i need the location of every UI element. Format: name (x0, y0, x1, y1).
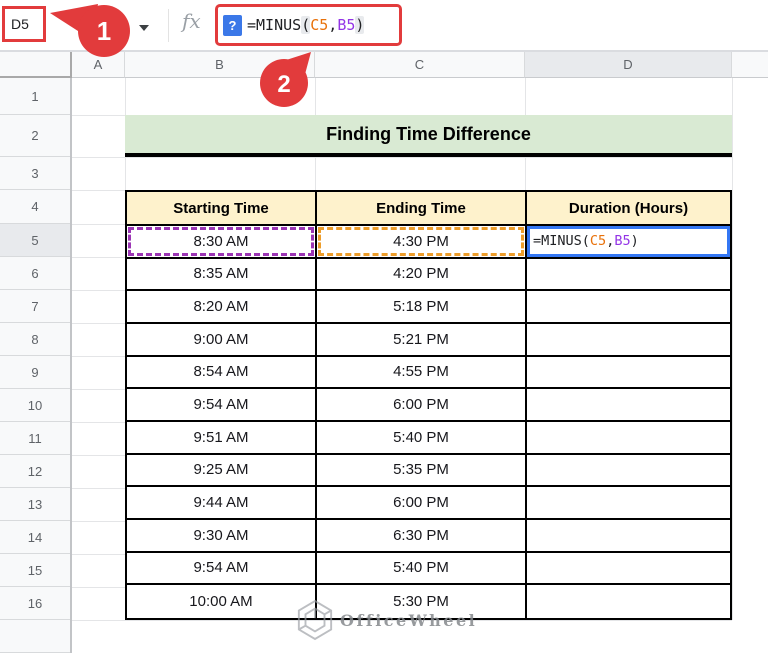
cell-d15[interactable] (527, 553, 730, 586)
cell-d11[interactable] (527, 422, 730, 455)
cell-d12[interactable] (527, 455, 730, 488)
cell-text: 8:30 AM (193, 232, 249, 250)
cell-b9[interactable]: 8:54 AM (127, 356, 317, 390)
cell-c8[interactable]: 5:21 PM (317, 324, 527, 357)
gridline (72, 620, 732, 621)
column-header-a[interactable]: A (72, 52, 125, 78)
cell-b16[interactable]: 10:00 AM (127, 585, 317, 618)
cell-d8[interactable] (527, 324, 730, 357)
row-header-14[interactable]: 14 (0, 521, 70, 554)
row-header-6[interactable]: 6 (0, 257, 70, 290)
column-header-d[interactable]: D (525, 52, 732, 78)
cell-c16[interactable]: 5:30 PM (317, 585, 527, 618)
row-header-3[interactable]: 3 (0, 157, 70, 190)
row-header-10[interactable]: 10 (0, 389, 70, 422)
cf-comma: , (606, 233, 615, 250)
cell-c7[interactable]: 5:18 PM (317, 291, 527, 324)
name-box-dropdown-icon[interactable] (139, 25, 149, 31)
divider (168, 9, 169, 42)
column-header-partial[interactable] (732, 52, 768, 78)
cell-c5[interactable]: 4:30 PM (317, 226, 527, 259)
column-header-row: A B C D (0, 52, 768, 78)
formula-close-paren: ) (355, 16, 365, 34)
cell-c11[interactable]: 5:40 PM (317, 422, 527, 455)
active-cell-d5[interactable]: =MINUS(C5,B5) (527, 226, 730, 259)
select-all-corner[interactable] (0, 52, 72, 78)
formula-ref-c5: C5 (310, 16, 329, 34)
cell-b5[interactable]: 8:30 AM (127, 226, 317, 259)
cell-c13[interactable]: 6:00 PM (317, 487, 527, 520)
cf-open: ( (581, 233, 590, 250)
formula-bar: D5 fx ? =MINUS(C5,B5) (0, 0, 768, 52)
cell-b13[interactable]: 9:44 AM (127, 487, 317, 520)
cell-b6[interactable]: 8:35 AM (127, 258, 317, 292)
sheet-title-cell[interactable]: Finding Time Difference (125, 115, 732, 157)
formula-ref-b5: B5 (337, 16, 356, 34)
gridline (732, 78, 733, 620)
header-duration[interactable]: Duration (Hours) (527, 192, 730, 226)
cell-b12[interactable]: 9:25 AM (127, 454, 317, 488)
name-box[interactable]: D5 (2, 6, 46, 42)
cell-d16[interactable] (527, 585, 730, 618)
row-header-13[interactable]: 13 (0, 488, 70, 521)
row-header-column: 1 2 3 4 5 6 7 8 9 10 11 12 13 14 15 16 (0, 78, 72, 653)
row-header-4[interactable]: 4 (0, 190, 70, 224)
officewheel-logo-icon (297, 599, 333, 641)
column-header-c[interactable]: C (315, 52, 525, 78)
cell-b7[interactable]: 8:20 AM (127, 291, 317, 324)
gridline (72, 157, 732, 158)
row-header-9[interactable]: 9 (0, 356, 70, 389)
formula-text: =MINUS(C5,B5) (247, 16, 365, 34)
cell-b14[interactable]: 9:30 AM (127, 520, 317, 553)
watermark: OfficeWheel (296, 598, 477, 642)
cell-d9[interactable] (527, 357, 730, 390)
formula-comma: , (328, 16, 338, 34)
cell-c6[interactable]: 4:20 PM (317, 258, 527, 292)
cell-formula: =MINUS(C5,B5) (533, 233, 639, 249)
cell-c9[interactable]: 4:55 PM (317, 356, 527, 390)
row-header-7[interactable]: 7 (0, 290, 70, 323)
column-header-b[interactable]: B (125, 52, 315, 78)
formula-help-button[interactable]: ? (223, 14, 242, 36)
row-header-8[interactable]: 8 (0, 323, 70, 356)
cf-ref-b5: B5 (614, 233, 631, 250)
formula-open-paren: ( (301, 16, 311, 34)
cell-b10[interactable]: 9:54 AM (127, 389, 317, 422)
cell-c12[interactable]: 5:35 PM (317, 454, 527, 488)
cell-d13[interactable] (527, 487, 730, 520)
row-header-5[interactable]: 5 (0, 224, 70, 257)
cell-b8[interactable]: 9:00 AM (127, 324, 317, 357)
cell-d6[interactable] (527, 259, 730, 292)
formula-eq: =MINUS (247, 16, 302, 34)
fx-icon: fx (182, 9, 201, 33)
data-table: Starting Time Ending Time Duration (Hour… (125, 190, 732, 620)
cell-d7[interactable] (527, 291, 730, 324)
cf-ref-c5: C5 (589, 233, 607, 250)
formula-input[interactable]: ? =MINUS(C5,B5) (215, 4, 402, 46)
row-header-16[interactable]: 16 (0, 587, 70, 620)
watermark-text: OfficeWheel (340, 610, 478, 630)
row-header-15[interactable]: 15 (0, 554, 70, 587)
row-header-blank[interactable] (0, 620, 70, 653)
cell-d14[interactable] (527, 520, 730, 553)
cell-c10[interactable]: 6:00 PM (317, 389, 527, 422)
row-header-11[interactable]: 11 (0, 422, 70, 455)
header-starting-time[interactable]: Starting Time (127, 192, 317, 226)
cell-b15[interactable]: 9:54 AM (127, 552, 317, 586)
row-header-1[interactable]: 1 (0, 78, 70, 115)
cell-d10[interactable] (527, 389, 730, 422)
cf-eq: =MINUS (533, 233, 582, 250)
cell-text: 4:30 PM (393, 232, 449, 250)
cell-c15[interactable]: 5:40 PM (317, 552, 527, 586)
row-header-2[interactable]: 2 (0, 115, 70, 157)
cell-c14[interactable]: 6:30 PM (317, 520, 527, 553)
cf-close: ) (630, 233, 639, 250)
cell-b11[interactable]: 9:51 AM (127, 422, 317, 455)
header-ending-time[interactable]: Ending Time (317, 192, 527, 226)
row-header-12[interactable]: 12 (0, 455, 70, 488)
